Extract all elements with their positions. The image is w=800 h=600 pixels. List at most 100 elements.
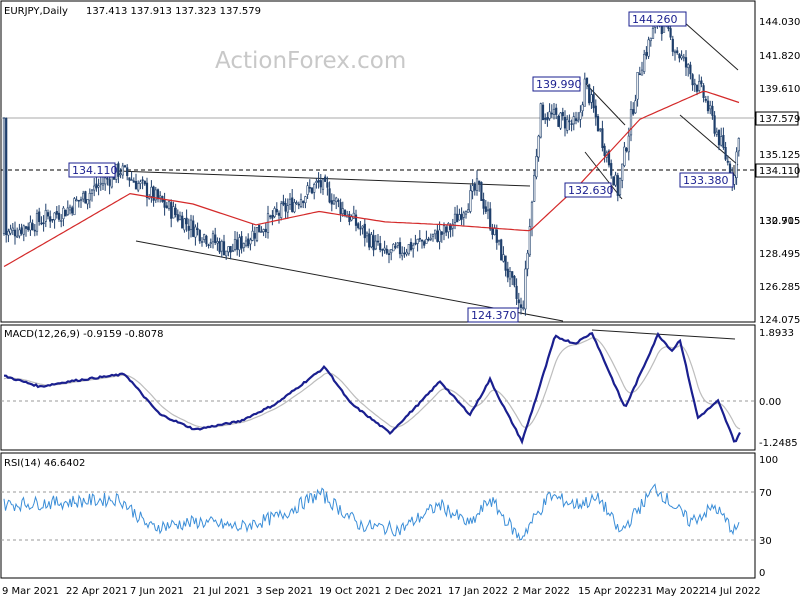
candle-body: [128, 177, 131, 181]
candle-body: [717, 130, 721, 146]
candle-body: [365, 232, 369, 237]
price-tick: 126.285: [759, 282, 800, 293]
price-panel: [0, 0, 756, 323]
candle-body: [508, 271, 512, 280]
candle-body: [203, 234, 206, 240]
annotation-box-133380: [679, 172, 734, 188]
candle-body: [97, 185, 100, 188]
candle-body: [671, 38, 674, 52]
candle-body: [709, 105, 712, 110]
candle-body: [500, 239, 503, 261]
macd-label: MACD(12,26,9) -0.9159 -0.8078: [4, 329, 164, 340]
candle-body: [143, 180, 146, 185]
candle-body: [475, 178, 479, 191]
candle-body: [145, 182, 149, 199]
candle-body: [119, 173, 122, 175]
candle-body: [77, 199, 80, 202]
candle-body: [27, 226, 30, 230]
x-tick: 31 May 2022: [640, 586, 705, 597]
candle-body: [40, 222, 43, 225]
candle-body: [200, 241, 204, 243]
candle-body: [150, 186, 153, 197]
candle-body: [592, 94, 595, 109]
x-tick: 2 Mar 2022: [513, 586, 570, 597]
current-price-label: 137.579: [759, 114, 800, 125]
candle-body: [449, 225, 452, 230]
candle-body: [601, 128, 604, 148]
candle-body: [678, 53, 681, 59]
candle-body: [209, 242, 212, 244]
candle-body: [233, 239, 237, 250]
candle-body: [216, 241, 219, 244]
rsi-panel: [0, 452, 756, 579]
candle-body: [423, 241, 426, 246]
candle-body: [607, 150, 611, 166]
price-tick: 132.915: [759, 216, 800, 227]
candle-body: [572, 116, 575, 125]
candle-body: [453, 213, 457, 223]
candle-body: [590, 94, 593, 103]
candle-body: [66, 207, 69, 215]
candle-body: [280, 203, 283, 218]
candle-body: [176, 214, 179, 221]
candle-body: [596, 116, 600, 132]
moving-average-line: [3, 90, 740, 268]
candle-body: [253, 233, 256, 239]
candle-body: [130, 179, 133, 181]
annotation-box-144260: [628, 11, 687, 27]
candle-body: [643, 54, 646, 72]
candle-body: [599, 128, 602, 131]
candle-body: [368, 233, 371, 248]
x-tick: 3 Sep 2021: [256, 586, 313, 597]
candle-body: [429, 237, 432, 240]
candle-body: [218, 241, 221, 253]
candle-body: [117, 163, 120, 177]
candle-body: [533, 175, 536, 202]
candle-body: [513, 275, 516, 286]
candle-body: [271, 214, 274, 219]
candle-body: [700, 80, 703, 85]
candle-body: [689, 64, 692, 75]
candle-body: [462, 212, 465, 218]
annotation-144260: 144.260: [632, 13, 678, 26]
candle-body: [86, 199, 89, 205]
candle-body: [612, 176, 615, 186]
rsi-label: RSI(14) 46.6402: [4, 458, 85, 469]
candle-body: [123, 165, 127, 167]
candle-body: [275, 209, 278, 213]
candle-body: [51, 218, 54, 221]
candle-body: [372, 235, 375, 251]
candle-body: [467, 209, 470, 213]
candle-body: [11, 227, 14, 231]
candle-body: [733, 175, 736, 185]
candle-body: [610, 163, 613, 176]
candle-body: [273, 208, 276, 217]
candle-body: [249, 239, 252, 245]
candle-body: [9, 228, 12, 234]
candle-body: [460, 213, 463, 220]
candle-body: [676, 50, 679, 54]
price-tick: 141.820: [759, 51, 800, 62]
candle-body: [497, 239, 501, 242]
candle-body: [649, 37, 652, 42]
candle-body: [409, 242, 413, 251]
candle-body: [297, 203, 300, 206]
price-tick: 130.705: [759, 216, 800, 227]
candle-body: [506, 268, 509, 278]
trendline-flag-lower: [679, 114, 739, 166]
candle-body: [486, 209, 490, 212]
candle-body: [22, 225, 25, 235]
candle-body: [95, 183, 98, 189]
rsi-tick: 30: [759, 536, 772, 547]
chart-header: EURJPY,Daily 137.413 137.913 137.323 137…: [4, 6, 261, 17]
price-tick: 128.495: [759, 249, 800, 260]
candle-body: [570, 123, 573, 125]
candle-body: [451, 223, 454, 229]
candle-body: [170, 202, 173, 219]
annotation-134110: 134.110: [72, 164, 118, 177]
candle-body: [255, 227, 259, 241]
candle-body: [214, 234, 217, 244]
candle-body: [482, 199, 485, 209]
candle-body: [684, 57, 688, 68]
candle-body: [121, 165, 124, 176]
